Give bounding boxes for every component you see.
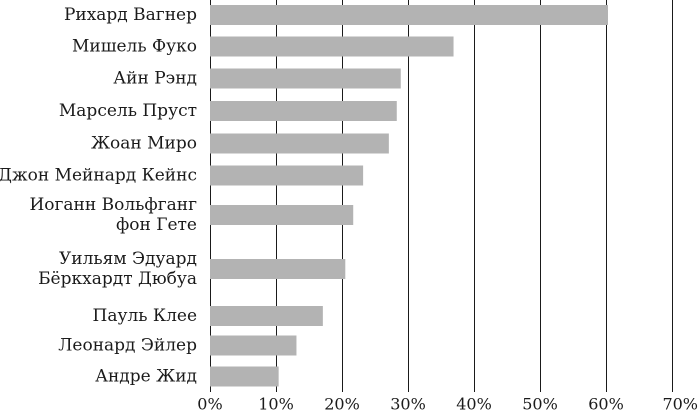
category-label: Рихард Вагнер (64, 5, 197, 25)
bar (210, 133, 389, 154)
bar (210, 5, 608, 25)
x-tick-label: 70% (662, 395, 698, 411)
grid-lines (210, 0, 673, 392)
category-label: Леонард Эйлер (58, 336, 197, 356)
x-tick-label: 0% (197, 395, 222, 411)
bar (210, 205, 354, 225)
category-label: Уильям Эдуард (59, 249, 197, 269)
bar (210, 36, 454, 57)
category-label: Иоганн Вольфганг (29, 195, 197, 215)
bar (210, 68, 401, 89)
category-label: Жоан Миро (91, 134, 197, 154)
bar (210, 335, 297, 356)
category-labels: Рихард Вагнер Мишель Фуко Айн Рэнд Марсель … (0, 5, 197, 387)
category-label: Джон Мейнард Кейнс (0, 166, 197, 186)
x-tick-label: 60% (588, 395, 624, 411)
bars (210, 5, 608, 387)
x-tick-label: 20% (324, 395, 360, 411)
category-label: Пауль Клее (93, 306, 198, 326)
category-label: Мишель Фуко (72, 37, 197, 57)
category-label: Андре Жид (95, 367, 197, 387)
category-label: фон Гете (116, 215, 197, 235)
category-label: Бёркхардт Дюбуа (38, 269, 197, 289)
bar (210, 165, 364, 186)
x-tick-label: 30% (390, 395, 426, 411)
x-tick-label: 40% (456, 395, 492, 411)
bar (210, 306, 323, 326)
category-label: Марсель Пруст (59, 101, 197, 121)
x-tick-labels: 0% 10% 20% 30% 40% 50% 60% 70% (197, 395, 698, 411)
bar (210, 259, 346, 279)
bar (210, 366, 279, 387)
bar (210, 101, 397, 121)
x-tick-label: 50% (522, 395, 558, 411)
category-label: Айн Рэнд (113, 69, 197, 89)
x-tick-label: 10% (258, 395, 294, 411)
